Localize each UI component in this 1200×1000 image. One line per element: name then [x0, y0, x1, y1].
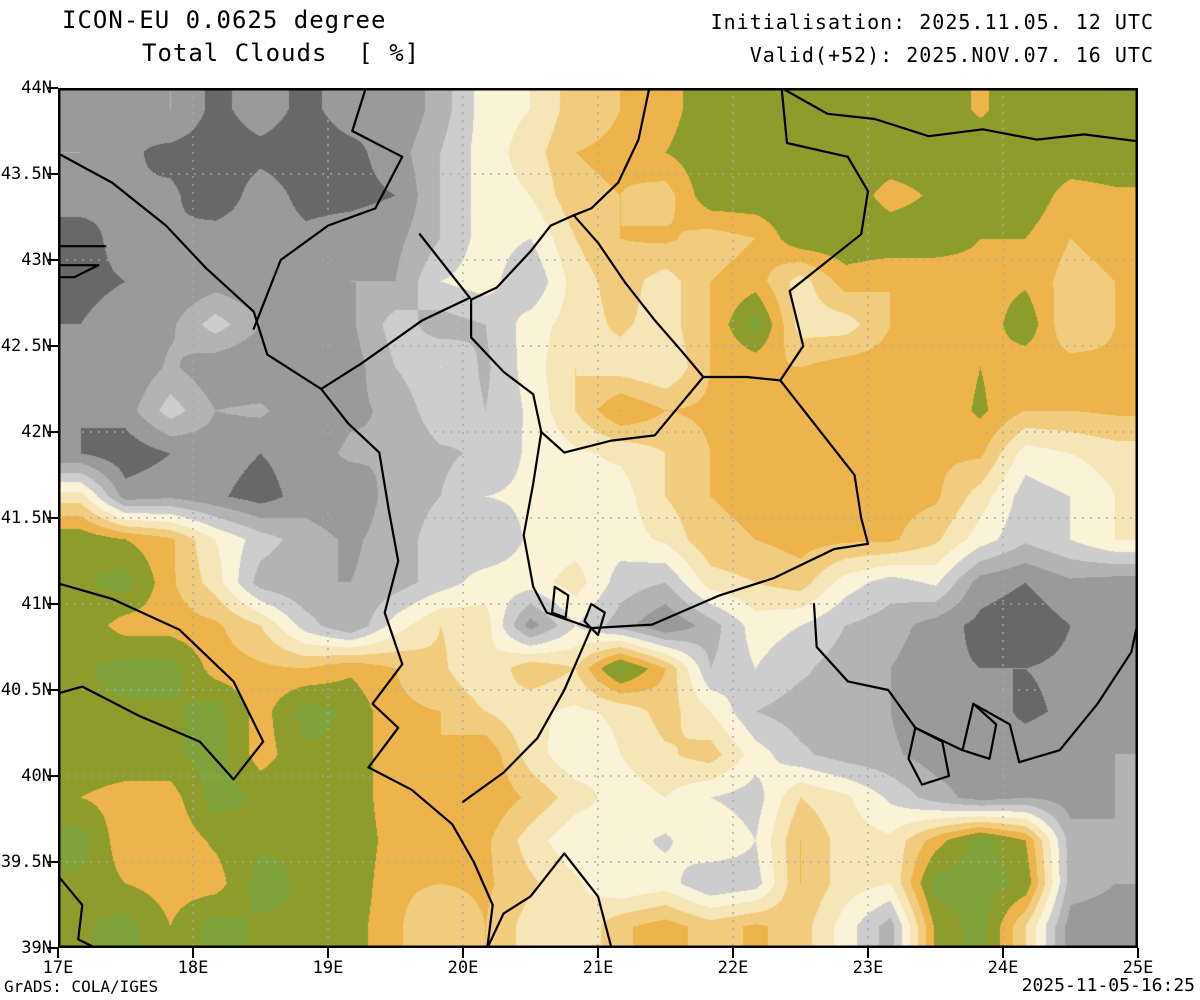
lon-label-25E: 25E — [1122, 958, 1154, 978]
cloud-cover-field — [58, 88, 1138, 948]
lon-label-23E: 23E — [852, 958, 884, 978]
valid-time: Valid(+52): 2025.NOV.07. 16 UTC — [749, 43, 1154, 67]
border-chalkidiki-peninsula-1 — [907, 726, 951, 786]
lat-tick-44N — [48, 87, 58, 89]
grads-credit: GrADS: COLA/IGES — [4, 977, 159, 996]
lon-tick-19E — [327, 948, 329, 958]
lat-label-41N: 41N — [21, 594, 52, 614]
border-lake-ohrid — [551, 585, 570, 619]
lat-label-44N: 44N — [21, 78, 52, 98]
lon-label-17E: 17E — [42, 958, 74, 978]
lat-tick-40.5N — [48, 689, 58, 691]
lat-tick-42.5N — [48, 345, 58, 347]
border-macedonia-greece — [590, 542, 870, 630]
lon-tick-20E — [462, 948, 464, 958]
lat-label-42.5N: 42.5N — [0, 336, 52, 356]
lat-tick-43N — [48, 259, 58, 261]
border-italy-apulia-coast — [58, 582, 265, 781]
border-macedonia-bulgaria — [779, 379, 870, 545]
lon-tick-21E — [597, 948, 599, 958]
lat-label-40.5N: 40.5N — [0, 680, 52, 700]
lat-label-40N: 40N — [21, 766, 52, 786]
lat-tick-40N — [48, 775, 58, 777]
lon-tick-23E — [867, 948, 869, 958]
lon-tick-17E — [57, 948, 59, 958]
border-lake-prespa — [583, 602, 606, 637]
border-adriatic-ionian-coast — [58, 152, 494, 948]
border-macedonia-north — [702, 375, 782, 382]
lat-tick-39.5N — [48, 861, 58, 863]
border-kosovo-border — [470, 214, 705, 454]
border-chalkidiki-peninsula-2 — [961, 702, 998, 760]
lon-tick-24E — [1002, 948, 1004, 958]
lat-label-43.5N: 43.5N — [0, 164, 52, 184]
map-frame — [58, 88, 1138, 948]
lat-label-41.5N: 41.5N — [0, 508, 52, 528]
lat-tick-41.5N — [48, 517, 58, 519]
border-montenegro-albania — [320, 296, 471, 391]
lat-tick-42N — [48, 431, 58, 433]
lon-label-21E: 21E — [582, 958, 614, 978]
border-greece-ionian-coast — [486, 852, 613, 948]
border-albania-greece — [461, 627, 593, 803]
model-title: ICON-EU 0.0625 degree — [62, 6, 387, 34]
lat-label-42N: 42N — [21, 422, 52, 442]
lon-tick-22E — [732, 948, 734, 958]
border-dalmatian-island-2 — [58, 264, 100, 279]
creation-timestamp: 2025-11-05-16:25 — [1021, 975, 1195, 996]
lat-tick-41N — [48, 603, 58, 605]
product-title: Total Clouds [ %] — [142, 39, 421, 67]
border-serbia-interior-line — [572, 88, 651, 217]
lon-label-20E: 20E — [447, 958, 479, 978]
map-overlay — [58, 88, 1138, 948]
lat-label-39N: 39N — [21, 938, 52, 958]
border-albania-macedonia — [522, 430, 593, 630]
lon-label-18E: 18E — [177, 958, 209, 978]
border-bosnia-serbia-drina — [252, 88, 404, 330]
initialisation-time: Initialisation: 2025.11.05. 12 UTC — [710, 10, 1154, 34]
lat-tick-43.5N — [48, 173, 58, 175]
lat-label-43N: 43N — [21, 250, 52, 270]
lat-label-39.5N: 39.5N — [0, 852, 52, 872]
border-danube-bulgaria-romania — [780, 88, 1138, 143]
border-serbia-montenegro — [418, 233, 471, 299]
border-italy-calabria-coast — [58, 874, 97, 948]
lat-tick-39N — [48, 947, 58, 949]
border-serbia-bulgaria — [779, 88, 870, 382]
lon-tick-18E — [192, 948, 194, 958]
lon-label-19E: 19E — [312, 958, 344, 978]
map-plot-area — [58, 88, 1138, 948]
lon-label-24E: 24E — [987, 958, 1019, 978]
lon-tick-25E — [1137, 948, 1139, 958]
lon-label-22E: 22E — [717, 958, 749, 978]
border-aegean-coast — [812, 602, 1138, 764]
